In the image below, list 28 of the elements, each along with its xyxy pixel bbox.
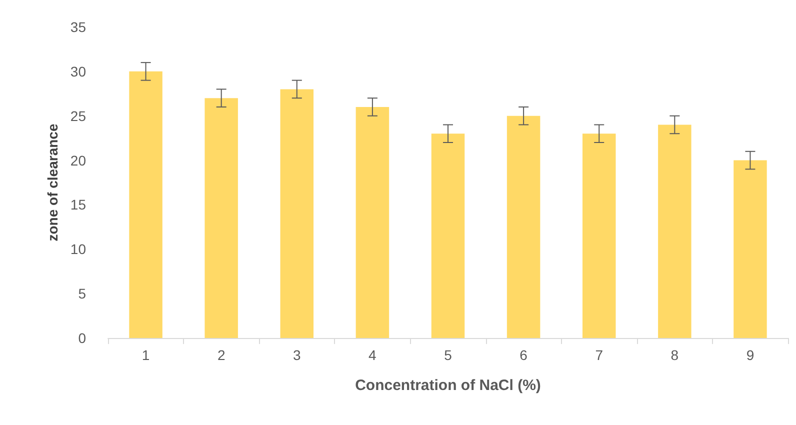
x-tick-label: 5	[444, 347, 452, 363]
bar	[129, 71, 162, 338]
bar	[356, 106, 390, 338]
bar	[734, 160, 767, 338]
y-tick-label: 10	[70, 241, 86, 258]
x-tick-label: 9	[746, 347, 754, 363]
x-tick-label: 4	[368, 347, 377, 363]
y-tick-label: 15	[70, 196, 86, 213]
x-tick-label: 2	[217, 347, 226, 363]
y-tick-label: 35	[70, 19, 86, 35]
bar	[582, 134, 616, 338]
bar	[204, 98, 238, 338]
x-axis-title: Concentration of NaCl (%)	[355, 377, 541, 394]
bar	[280, 89, 314, 338]
y-tick-label: 20	[70, 152, 86, 168]
y-tick-label: 0	[78, 330, 86, 346]
x-tick-label: 7	[595, 347, 604, 363]
x-tick-label: 6	[520, 347, 528, 363]
x-tick-label: 3	[292, 347, 301, 363]
y-tick-label: 30	[70, 63, 86, 80]
x-tick-label: 1	[142, 347, 150, 363]
bar	[506, 116, 540, 338]
y-axis-title: zone of clearance	[44, 124, 61, 242]
y-tick-label: 5	[78, 286, 86, 302]
bar	[431, 134, 465, 338]
x-tick-label: 8	[670, 347, 679, 363]
y-tick-label: 25	[70, 108, 86, 124]
bar	[658, 124, 692, 338]
